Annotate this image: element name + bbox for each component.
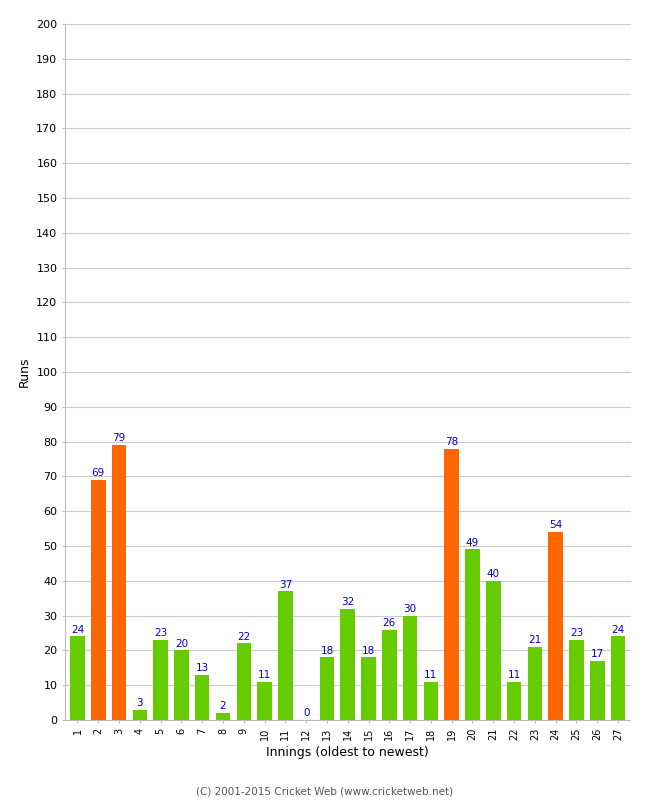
Text: 11: 11 — [424, 670, 437, 680]
Bar — [507, 682, 521, 720]
Bar — [112, 445, 126, 720]
Text: 11: 11 — [258, 670, 271, 680]
Bar — [549, 532, 563, 720]
Text: 78: 78 — [445, 437, 458, 447]
Text: 24: 24 — [71, 625, 84, 634]
Bar — [174, 650, 188, 720]
Text: 23: 23 — [570, 628, 583, 638]
Bar — [445, 449, 459, 720]
Text: 54: 54 — [549, 520, 562, 530]
Bar — [569, 640, 584, 720]
Bar — [91, 480, 105, 720]
Text: 49: 49 — [466, 538, 479, 548]
Text: 37: 37 — [279, 579, 292, 590]
Bar — [486, 581, 500, 720]
Bar — [257, 682, 272, 720]
Text: 24: 24 — [612, 625, 625, 634]
Bar — [195, 674, 209, 720]
Bar — [403, 616, 417, 720]
Text: 0: 0 — [303, 708, 309, 718]
Text: 17: 17 — [591, 649, 604, 659]
X-axis label: Innings (oldest to newest): Innings (oldest to newest) — [266, 746, 429, 758]
Bar — [216, 713, 230, 720]
Bar — [590, 661, 605, 720]
Bar — [424, 682, 438, 720]
Bar — [341, 609, 355, 720]
Bar — [278, 591, 292, 720]
Text: 11: 11 — [508, 670, 521, 680]
Text: 40: 40 — [487, 569, 500, 579]
Bar — [465, 550, 480, 720]
Bar — [70, 637, 84, 720]
Text: 22: 22 — [237, 632, 250, 642]
Bar — [133, 710, 147, 720]
Text: (C) 2001-2015 Cricket Web (www.cricketweb.net): (C) 2001-2015 Cricket Web (www.cricketwe… — [196, 786, 454, 796]
Y-axis label: Runs: Runs — [18, 357, 31, 387]
Bar — [237, 643, 251, 720]
Text: 13: 13 — [196, 663, 209, 673]
Text: 69: 69 — [92, 468, 105, 478]
Text: 20: 20 — [175, 638, 188, 649]
Text: 79: 79 — [112, 434, 125, 443]
Bar — [361, 658, 376, 720]
Text: 3: 3 — [136, 698, 143, 708]
Text: 30: 30 — [404, 604, 417, 614]
Text: 26: 26 — [383, 618, 396, 628]
Text: 21: 21 — [528, 635, 541, 645]
Bar — [611, 637, 625, 720]
Text: 32: 32 — [341, 597, 354, 607]
Bar — [528, 647, 542, 720]
Bar — [153, 640, 168, 720]
Bar — [382, 630, 396, 720]
Text: 18: 18 — [320, 646, 333, 656]
Text: 18: 18 — [362, 646, 375, 656]
Text: 23: 23 — [154, 628, 167, 638]
Text: 2: 2 — [220, 702, 226, 711]
Bar — [320, 658, 334, 720]
